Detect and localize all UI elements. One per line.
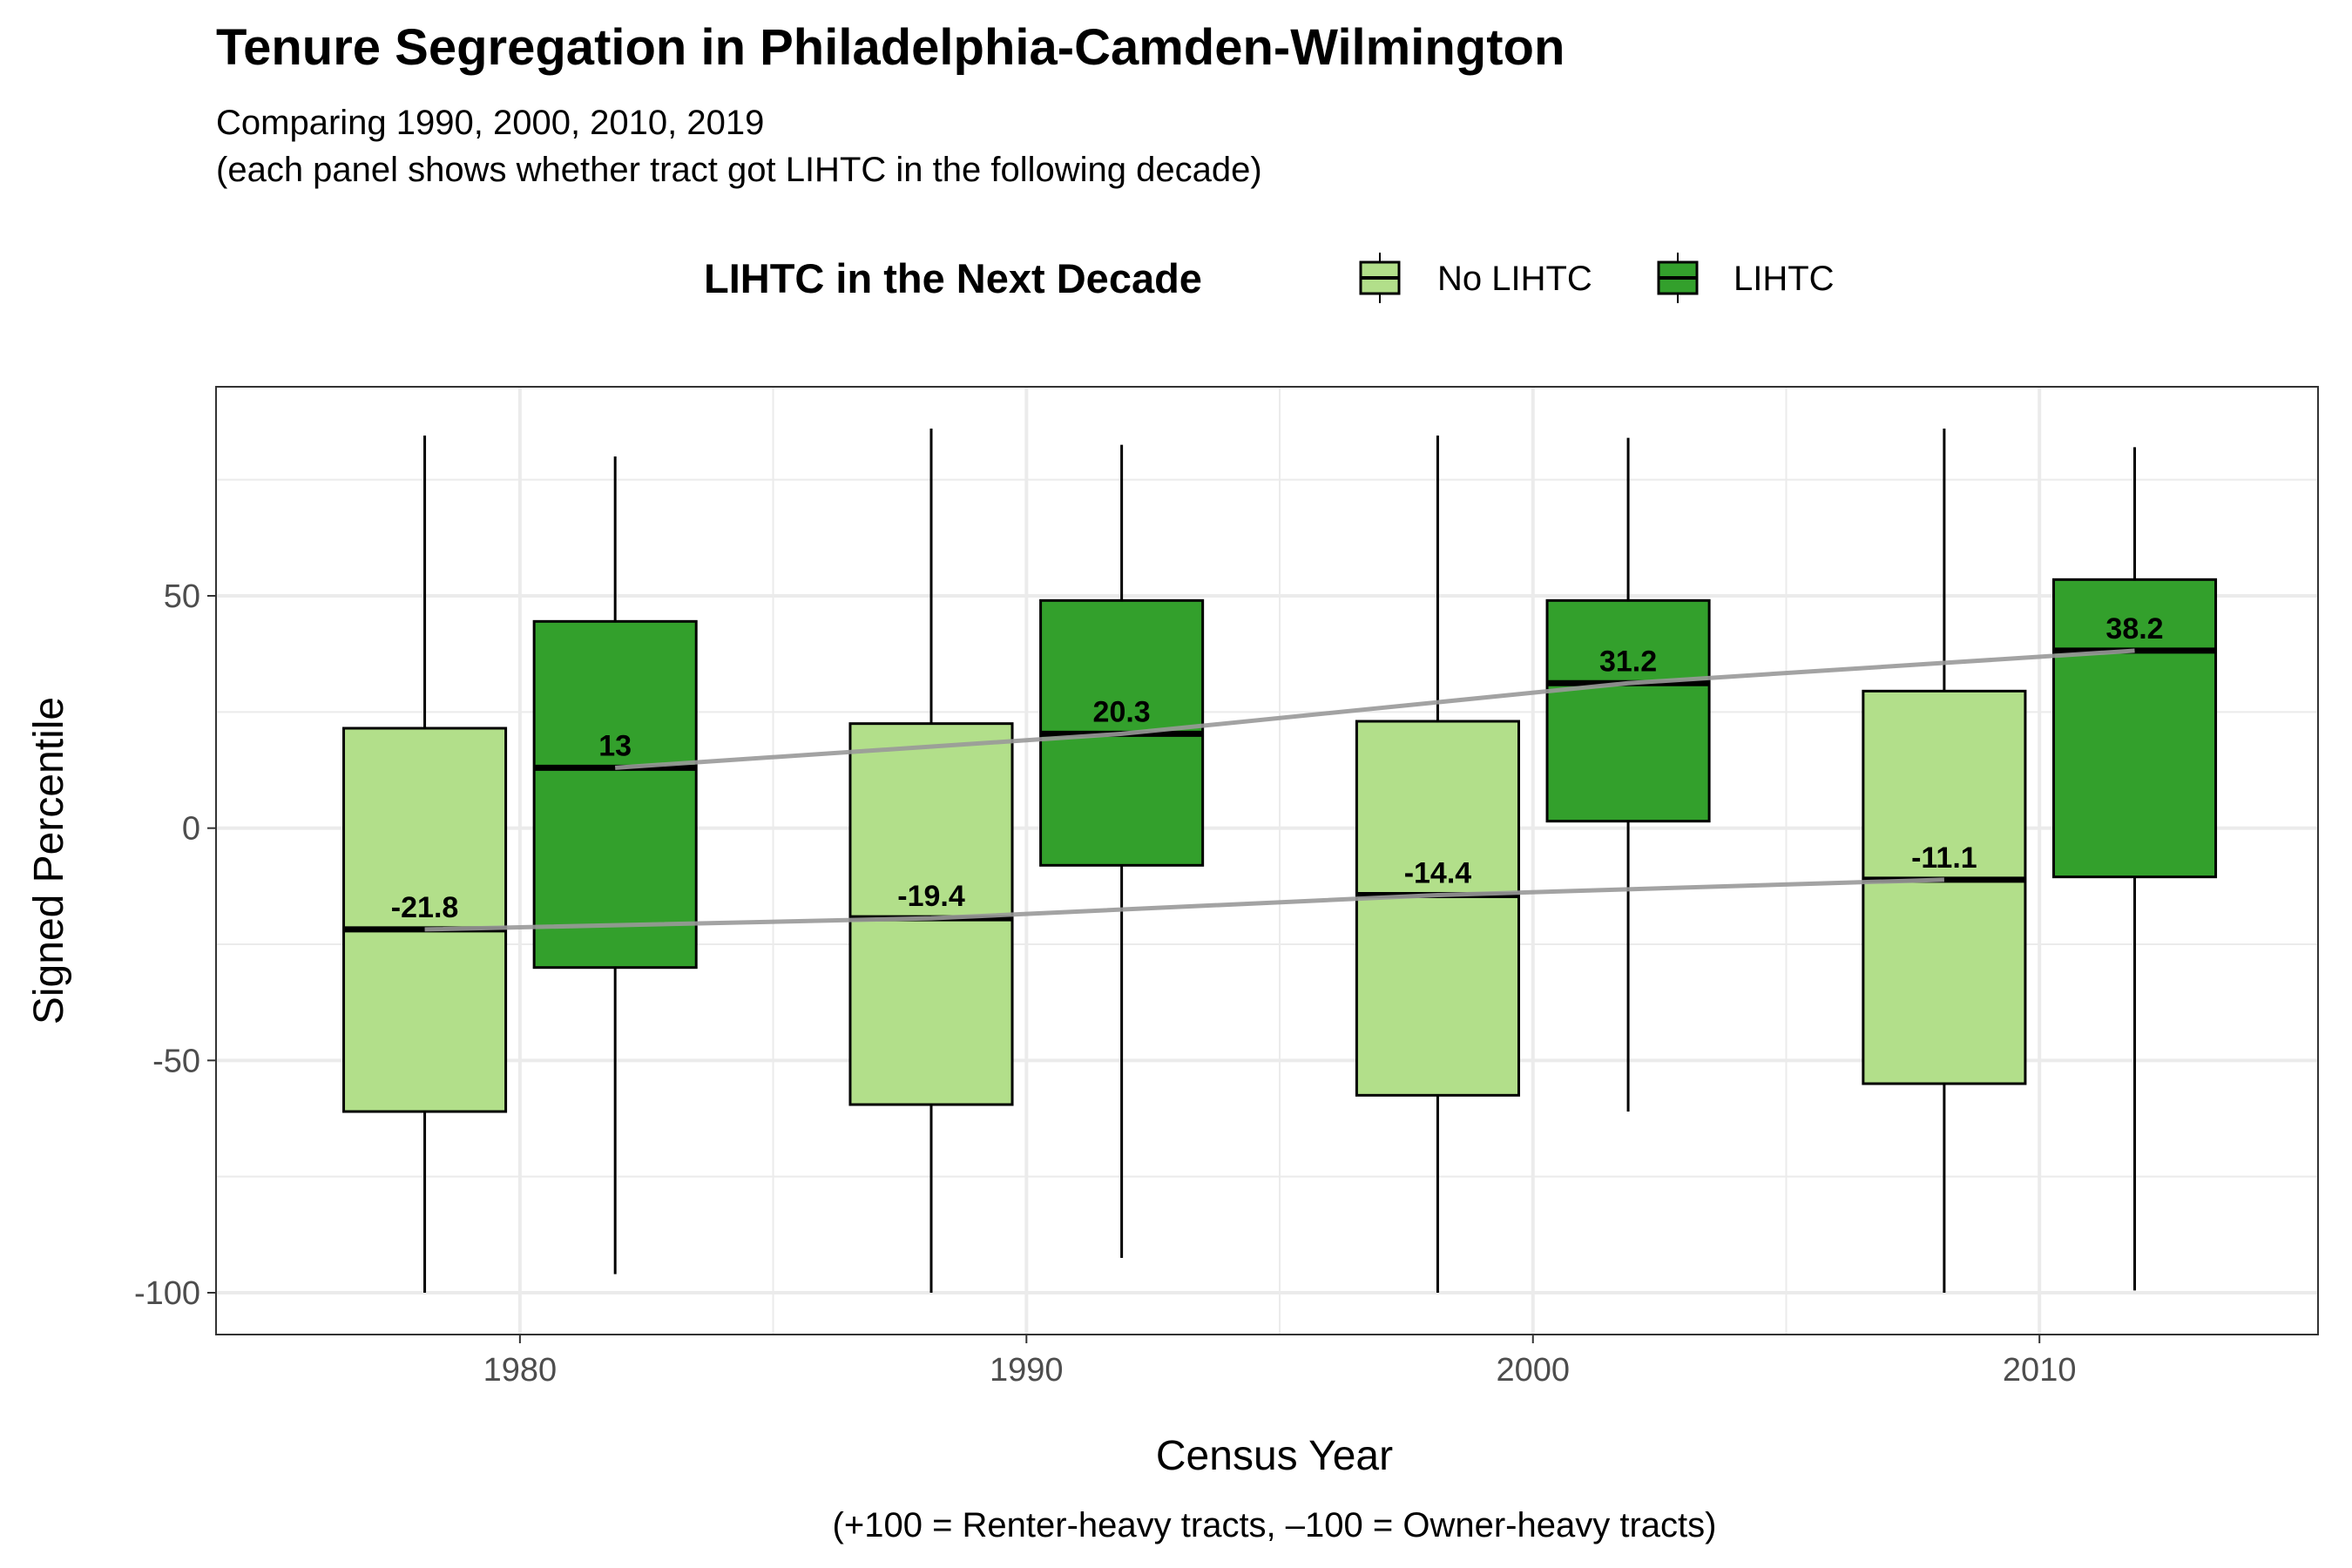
y-axis: -100 -50 0 50 [134,578,216,1312]
legend-label-no-lihtc: No LIHTC [1437,260,1592,298]
box-body [1545,598,1711,823]
chart-caption: (+100 = Renter-heavy tracts, –100 = Owne… [833,1506,1717,1544]
median-labels: -21.8 -19.4 -14.4 -11.1 13 20.3 31.2 38.2 [391,612,2164,924]
legend-key-no-lihtc [1359,253,1401,303]
y-tick-label: 0 [182,811,200,848]
median-label: -21.8 [391,891,459,924]
box-body [1862,689,2027,1085]
median-label: 13 [598,729,632,762]
y-axis-title: Signed Percentile [26,697,72,1024]
box-plots [342,429,2218,1293]
median-label: 20.3 [1093,695,1151,728]
chart-subtitle-line2: (each panel shows whether tract got LIHT… [216,151,1262,189]
x-axis-title: Census Year [1156,1433,1393,1479]
chart-title: Tenure Segregation in Philadelphia-Camde… [216,19,1565,76]
box-body [342,727,508,1113]
legend-title: LIHTC in the Next Decade [704,255,1202,301]
box-body [532,619,698,970]
y-tick-label: -100 [134,1275,200,1312]
median-trend-line [424,877,1944,932]
x-tick-label: 2010 [2003,1352,2077,1389]
chart-subtitle-line1: Comparing 1990, 2000, 2010, 2019 [216,104,764,142]
x-tick-label: 2000 [1496,1352,1570,1389]
legend: LIHTC in the Next Decade No LIHTC LIHTC [704,253,1835,303]
x-axis: 1980 1990 2000 2010 [483,1335,2077,1389]
median-label: -19.4 [897,880,965,913]
panel-border [215,386,2319,1335]
box-body [2051,578,2218,879]
x-tick-label: 1980 [483,1352,558,1389]
legend-label-lihtc: LIHTC [1734,260,1835,298]
legend-key-lihtc [1657,253,1699,303]
median-label: 38.2 [2105,612,2163,645]
box-body [1355,720,1520,1097]
y-tick-label: -50 [152,1043,200,1079]
median-label: -11.1 [1911,841,1977,875]
median-trend-line [615,648,2135,770]
median-label: 31.2 [1599,645,1657,678]
median-label: -14.4 [1404,856,1472,889]
trend-lines [424,648,2135,932]
y-tick-label: 50 [164,578,200,615]
x-tick-label: 1990 [990,1352,1064,1389]
